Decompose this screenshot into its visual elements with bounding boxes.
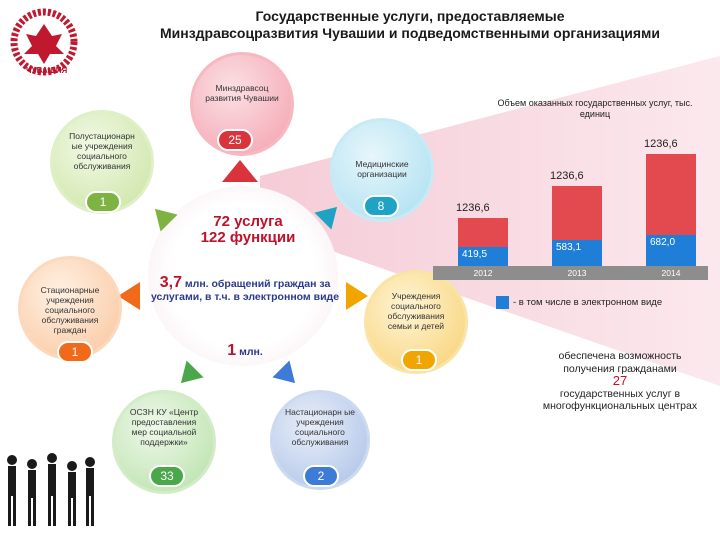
center-services: 72 услуга 122 функции <box>168 214 328 246</box>
x-tick-2013: 2013 <box>567 268 587 278</box>
node-ministry-label: Минздравсоц развития Чувашии <box>205 83 279 103</box>
node-non-stationary-label: Настационарн ые учреждения социального о… <box>284 407 355 447</box>
functions-count: 122 функции <box>200 229 296 246</box>
requests-number: 3,7 <box>159 274 182 291</box>
center-summary <box>148 186 338 366</box>
node-non-stationary-count: 2 <box>303 465 339 487</box>
title-line-1: Государственные услуги, предоставляемые <box>255 8 565 24</box>
bar-total-label-2013: 1236,6 <box>550 170 584 182</box>
chart-x-axis <box>433 266 708 280</box>
mfc-info-line-1: обеспечена возможность получения граждан… <box>558 350 682 375</box>
mfc-info-number: 27 <box>612 373 628 388</box>
node-oszn-count: 33 <box>149 465 185 487</box>
mfc-info: обеспечена возможность получения граждан… <box>540 350 700 413</box>
people-silhouettes <box>7 453 95 526</box>
node-stationary-count: 1 <box>57 341 93 363</box>
requests-description: млн. обращений граждан за услугами, в т.… <box>150 278 340 303</box>
node-semi-stationary-count: 1 <box>85 191 121 213</box>
node-semi-stationary-label: Полустационарн ые учреждения социального… <box>69 131 135 171</box>
bar-electronic-label-2014: 682,0 <box>650 237 676 249</box>
arrow-right-icon <box>346 282 368 310</box>
page-title: Государственные услуги, предоставляемые … <box>110 8 710 42</box>
logo-text: ЧУВАШИЯ <box>26 66 68 75</box>
node-family-services: Учреждения социального обслуживания семь… <box>364 270 468 374</box>
node-family-services-count: 1 <box>401 349 437 371</box>
bar-electronic-label-2013: 583,1 <box>556 241 582 253</box>
node-stationary-label: Стационарные учреждения социального обсл… <box>40 285 100 335</box>
node-oszn-label: ОСЗН КУ «Центр предоставления мер социал… <box>129 407 199 447</box>
legend-text: - в том числе в электронном виде <box>513 297 663 308</box>
bar-electronic-2013 <box>552 239 602 266</box>
node-non-stationary: Настационарн ые учреждения социального о… <box>270 390 370 490</box>
bar-electronic-2014 <box>646 235 696 266</box>
x-tick-2012: 2012 <box>473 268 493 278</box>
bar-electronic-label-2012: 419,5 <box>462 249 488 261</box>
bar-total-label-2012: 1236,6 <box>456 202 490 214</box>
arrow-left-icon <box>118 282 140 310</box>
requests-text: 3,7 млн. обращений граждан за услугами, … <box>150 274 340 304</box>
node-oszn: ОСЗН КУ «Центр предоставления мер социал… <box>112 390 216 494</box>
arrow-up-icon <box>222 160 258 182</box>
node-ministry-count: 25 <box>217 129 253 151</box>
electronic-number: 1 <box>227 342 237 359</box>
node-family-services-label: Учреждения социального обслуживания семь… <box>387 291 445 331</box>
ministry-logo <box>10 8 78 76</box>
legend-swatch <box>496 296 509 309</box>
mfc-info-line-2: государственных услуг в многофункциональ… <box>542 387 698 413</box>
chart-title: Объем оказанных государственных услуг, т… <box>497 98 693 119</box>
electronic-count: 1 млн. <box>190 342 300 360</box>
node-ministry: Минздравсоц развития Чувашии 25 <box>190 52 294 156</box>
electronic-unit: млн. <box>239 346 263 358</box>
node-medical-count: 8 <box>363 195 399 217</box>
node-medical: Медицинские организации 8 <box>330 118 434 222</box>
node-stationary: Стационарные учреждения социального обсл… <box>18 256 122 363</box>
bar-total-label-2014: 1236,6 <box>644 138 678 150</box>
title-line-2: Минздравсоцразвития Чувашии и подведомст… <box>159 25 660 41</box>
node-semi-stationary: Полустационарн ые учреждения социального… <box>50 110 154 214</box>
arrow-down-left-icon <box>172 360 204 392</box>
node-medical-label: Медицинские организации <box>355 159 409 179</box>
services-count: 72 услуга <box>213 213 283 230</box>
bar-electronic-2012 <box>458 247 508 266</box>
x-tick-2014: 2014 <box>661 268 681 278</box>
